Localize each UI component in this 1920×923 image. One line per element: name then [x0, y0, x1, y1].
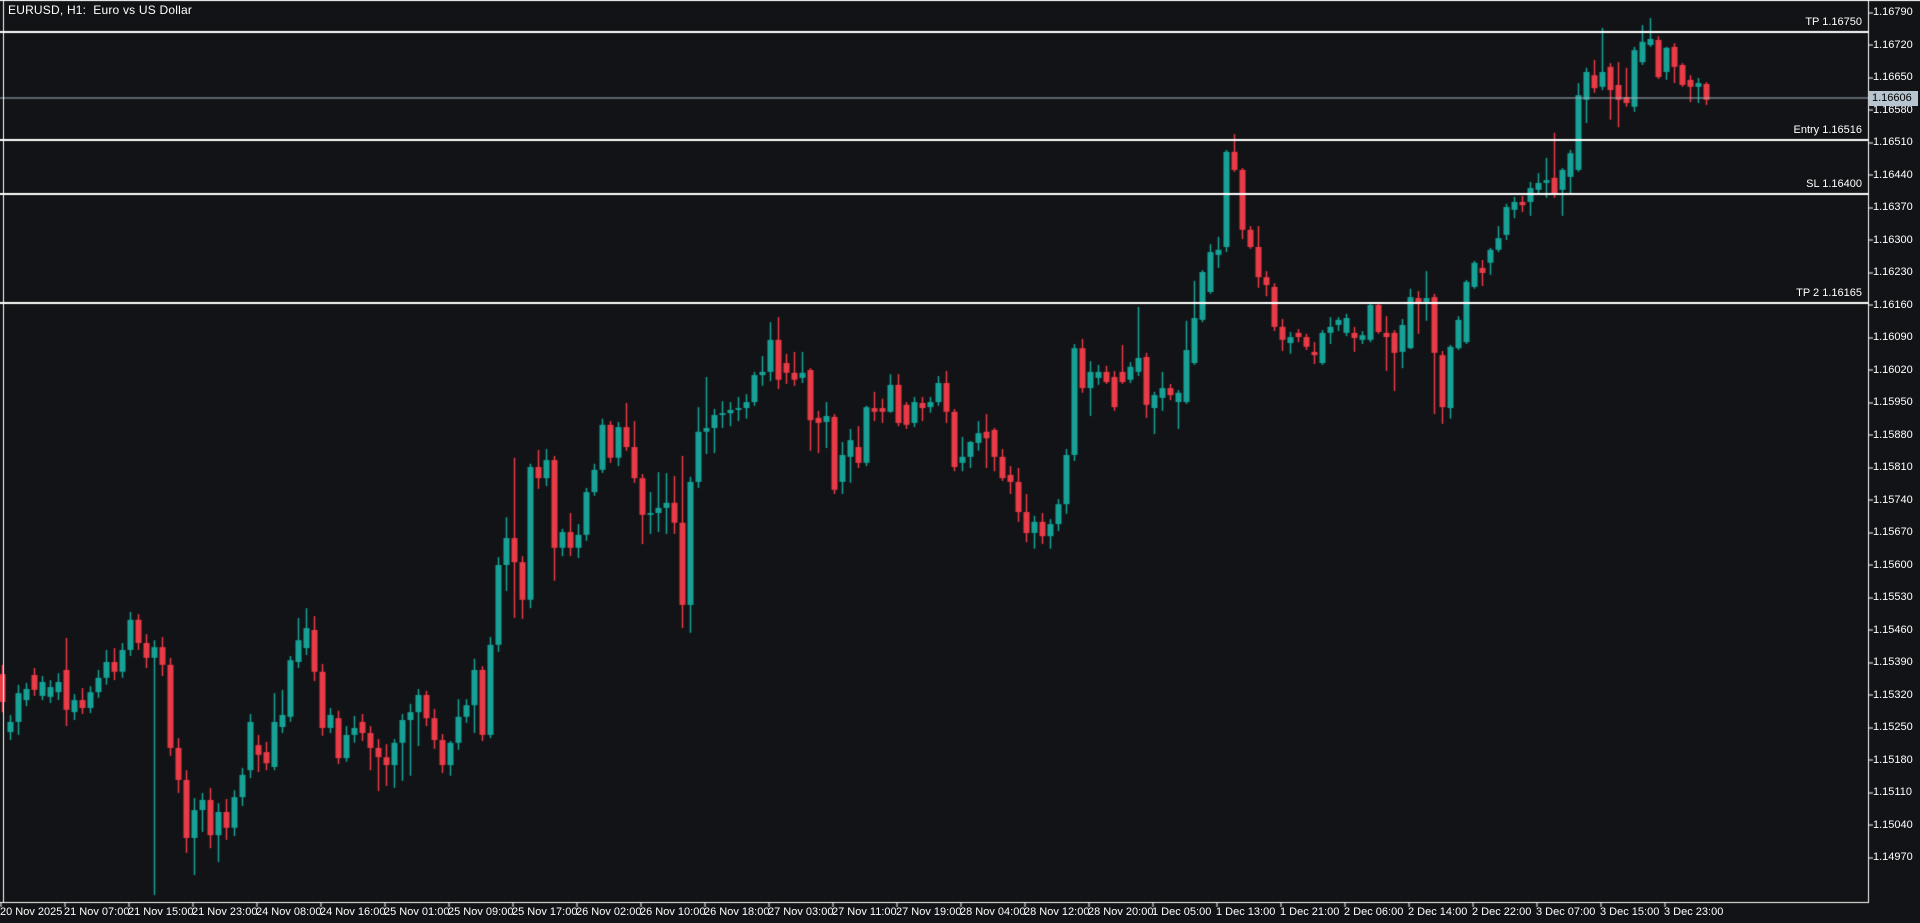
sl-line-label[interactable]: SL 1.16400 — [1806, 178, 1862, 191]
chart-title: EURUSD, H1: Euro vs US Dollar — [8, 3, 193, 17]
current-price-box: 1.16606 — [1869, 90, 1918, 106]
tp-line-label[interactable]: TP 1.16750 — [1805, 15, 1862, 28]
entry-line-label[interactable]: Entry 1.16516 — [1793, 124, 1863, 137]
tp2-line-label[interactable]: TP 2 1.16165 — [1796, 287, 1862, 300]
